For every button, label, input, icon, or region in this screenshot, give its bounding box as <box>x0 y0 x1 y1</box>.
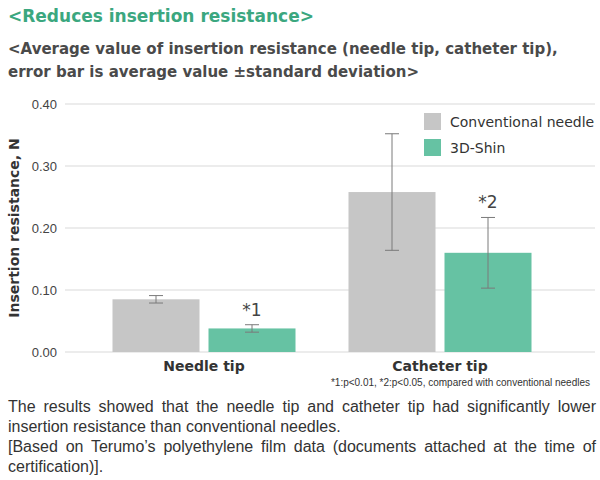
error-bar <box>481 217 495 288</box>
error-bar-cap <box>245 332 259 333</box>
legend-swatch <box>424 113 441 130</box>
bar <box>209 328 296 352</box>
y-tick-label: 0.00 <box>32 345 57 360</box>
error-bar-stem <box>156 296 157 303</box>
y-tick-label: 0.30 <box>32 159 57 174</box>
error-bar-stem <box>392 134 393 251</box>
error-bar-cap <box>481 217 495 218</box>
y-tick-label: 0.10 <box>32 283 57 298</box>
error-bar-cap <box>385 133 399 134</box>
caption: The results showed that the needle tip a… <box>8 397 596 477</box>
y-tick-label: 0.40 <box>32 97 57 112</box>
x-tick-label: Needle tip <box>163 358 244 374</box>
significance-label: *2 <box>478 192 497 212</box>
legend-label: Conventional needle <box>450 114 594 130</box>
error-bar <box>149 296 163 303</box>
subtitle: <Average value of insertion resistance (… <box>8 38 596 84</box>
y-axis-label: Insertion resistance, N <box>6 138 22 318</box>
error-bar-stem <box>488 217 489 288</box>
caption-paragraph: [Based on Terumo’s polyethylene film dat… <box>8 437 596 477</box>
error-bar <box>385 134 399 251</box>
bar <box>113 299 200 352</box>
y-tick-label: 0.20 <box>32 221 57 236</box>
error-bar-cap <box>149 295 163 296</box>
footnote: *1:p<0.01, *2:p<0.05, compared with conv… <box>331 377 590 388</box>
grid <box>65 104 595 352</box>
error-bar-cap <box>149 303 163 304</box>
legend-label: 3D-Shin <box>450 140 505 156</box>
title: <Reduces insertion resistance> <box>8 6 314 26</box>
grid-line <box>65 228 595 229</box>
error-bar-stem <box>252 325 253 332</box>
caption-paragraph: The results showed that the needle tip a… <box>8 397 596 437</box>
legend: Conventional needle 3D-Shin <box>420 107 594 165</box>
error-bar <box>245 325 259 332</box>
grid-line <box>65 166 595 167</box>
error-bar-cap <box>481 288 495 289</box>
error-bar-cap <box>245 324 259 325</box>
significance-label: *1 <box>242 300 261 320</box>
grid-line <box>65 104 595 105</box>
x-tick-label: Catheter tip <box>392 358 487 374</box>
error-bar-cap <box>385 250 399 251</box>
legend-swatch <box>424 139 441 156</box>
bars <box>113 134 532 352</box>
